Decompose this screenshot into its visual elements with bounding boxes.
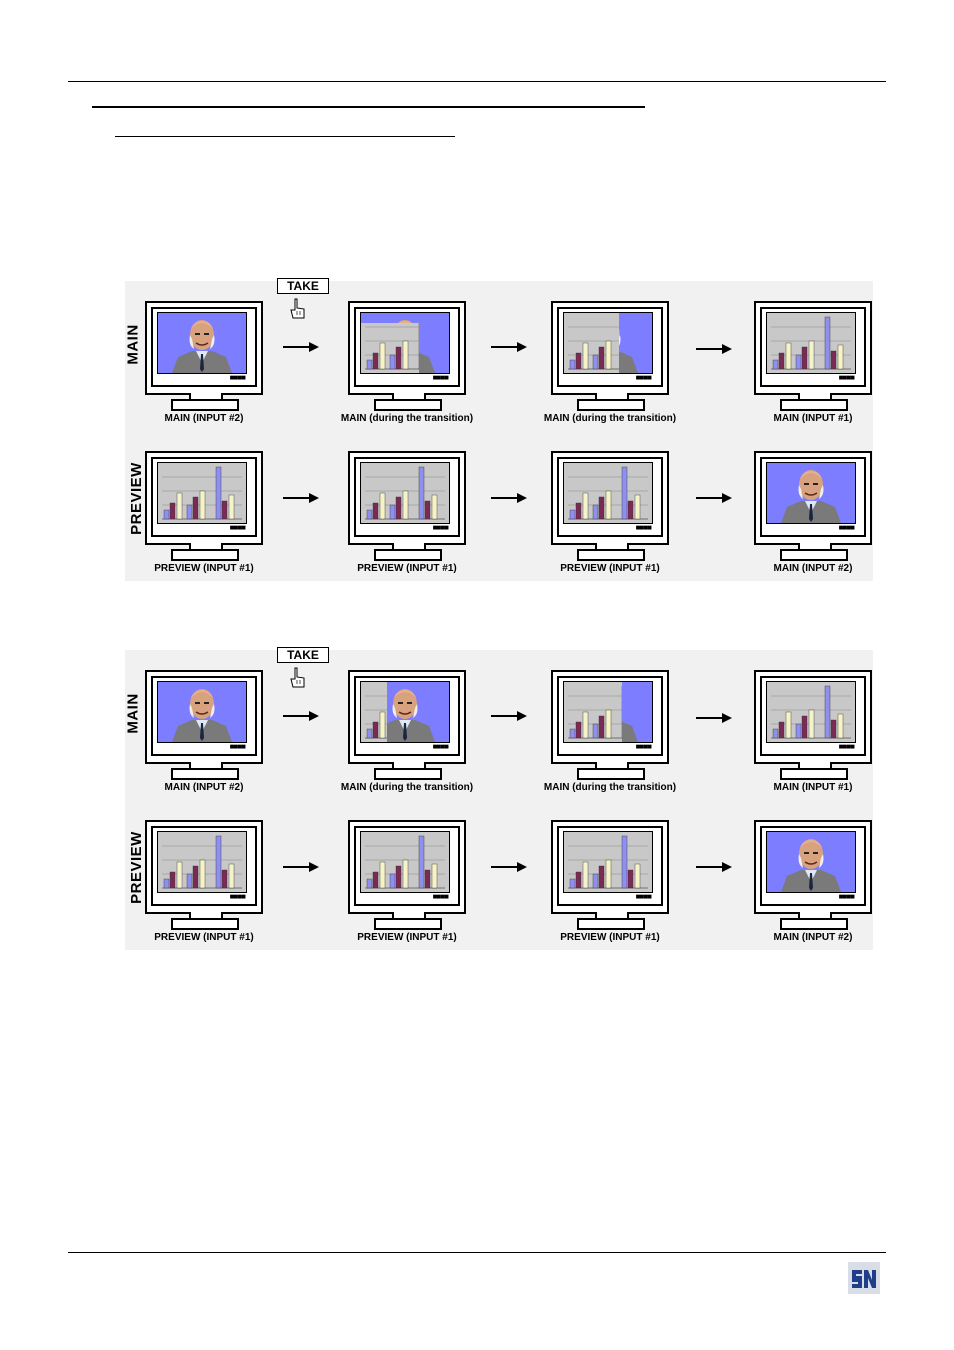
screen [766,462,856,524]
caption: MAIN (during the transition) [340,413,474,424]
caption: MAIN (during the transition) [543,782,677,793]
arrow-right-icon [696,344,732,354]
screen [766,831,856,893]
caption: MAIN (during the transition) [543,413,677,424]
arrow-right-icon [283,711,319,721]
caption: PREVIEW (INPUT #1) [560,932,660,943]
monitor-preview-3: ■■■■ PREVIEW (INPUT #1) [551,451,669,574]
monitor-preview-1: ■■■■ PREVIEW (INPUT #1) [145,820,263,943]
arrow-right-icon [283,342,319,352]
caption: MAIN (INPUT #2) [164,782,244,793]
screen [157,831,247,893]
arrow-right-icon [283,493,319,503]
screen [563,681,653,743]
caption: MAIN (during the transition) [340,782,474,793]
arrow-right-icon [491,493,527,503]
monitor-main-2: ■■■■ MAIN (during the transition) [341,670,473,793]
screen [563,831,653,893]
monitor-main-3: ■■■■ MAIN (during the transition) [544,670,676,793]
monitor-main-4: ■■■■ MAIN (INPUT #1) [754,670,872,793]
monitor-preview-4: ■■■■ MAIN (INPUT #2) [754,820,872,943]
footer-rule [68,1252,886,1253]
screen [766,681,856,743]
arrow-right-icon [696,862,732,872]
screen [360,681,450,743]
arrow-right-icon [696,713,732,723]
caption: PREVIEW (INPUT #1) [154,563,254,574]
screen [360,831,450,893]
pointing-hand-icon [290,298,305,319]
transition-diagram-2: TAKE MAIN PREVIEW ■■■■ MAIN (INPUT #2) ■… [124,647,873,950]
transition-diagram-1: TAKE MAIN PREVIEW ■■■■ MAIN (INPUT #2) ■… [124,278,873,581]
caption: MAIN (INPUT #2) [773,932,853,943]
row-label-main: MAIN [124,324,142,365]
screen [563,312,653,374]
subheading-underline [115,136,455,137]
heading-underline [92,106,645,108]
header-rule [68,81,886,82]
take-button: TAKE [277,647,329,689]
monitor-preview-4: ■■■■ MAIN (INPUT #2) [754,451,872,574]
caption: MAIN (INPUT #1) [773,782,853,793]
take-button: TAKE [277,278,329,320]
monitor-preview-2: ■■■■ PREVIEW (INPUT #1) [348,820,466,943]
caption: MAIN (INPUT #2) [773,563,853,574]
row-label-main: MAIN [124,693,142,734]
monitor-main-1: ■■■■ MAIN (INPUT #2) [145,301,263,424]
screen [157,681,247,743]
monitor-preview-3: ■■■■ PREVIEW (INPUT #1) [551,820,669,943]
caption: PREVIEW (INPUT #1) [154,932,254,943]
screen [157,462,247,524]
screen [360,462,450,524]
arrow-right-icon [491,711,527,721]
caption: PREVIEW (INPUT #1) [560,563,660,574]
monitor-main-1: ■■■■ MAIN (INPUT #2) [145,670,263,793]
screen [766,312,856,374]
screen [563,462,653,524]
screen [157,312,247,374]
pointing-hand-icon [290,667,305,688]
caption: PREVIEW (INPUT #1) [357,563,457,574]
monitor-main-2: ■■■■ MAIN (during the transition) [341,301,473,424]
caption: MAIN (INPUT #2) [164,413,244,424]
row-label-preview: PREVIEW [127,831,145,904]
company-logo [848,1262,880,1294]
caption: MAIN (INPUT #1) [773,413,853,424]
arrow-right-icon [283,862,319,872]
monitor-preview-1: ■■■■ PREVIEW (INPUT #1) [145,451,263,574]
screen [360,312,450,374]
take-label: TAKE [277,647,329,663]
caption: PREVIEW (INPUT #1) [357,932,457,943]
monitor-main-3: ■■■■ MAIN (during the transition) [544,301,676,424]
monitor-preview-2: ■■■■ PREVIEW (INPUT #1) [348,451,466,574]
arrow-right-icon [491,862,527,872]
row-label-preview: PREVIEW [127,462,145,535]
take-label: TAKE [277,278,329,294]
arrow-right-icon [491,342,527,352]
monitor-main-4: ■■■■ MAIN (INPUT #1) [754,301,872,424]
arrow-right-icon [696,493,732,503]
